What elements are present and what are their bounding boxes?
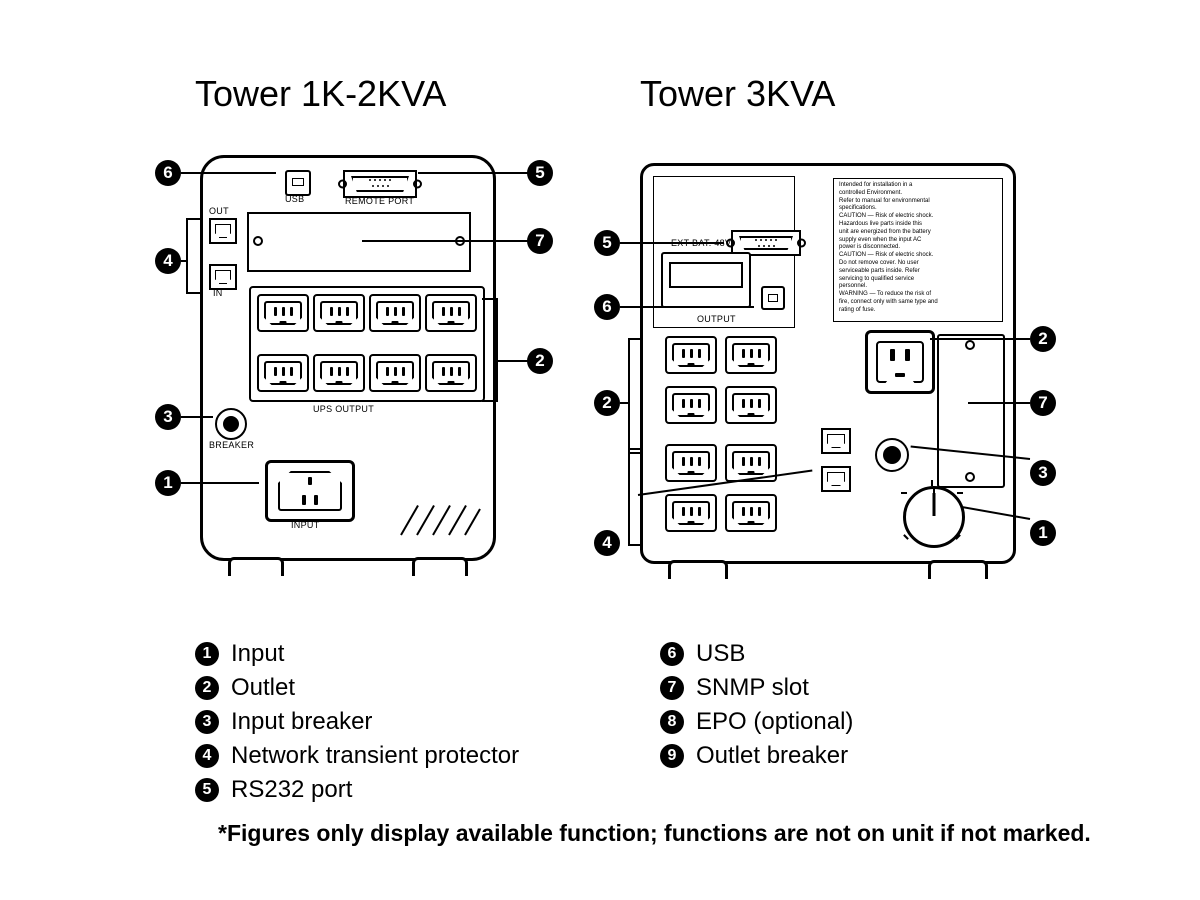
- left-snmp-slot: [247, 212, 471, 272]
- left-usb-label: USB: [285, 194, 304, 204]
- right-outlet-1: [665, 336, 717, 374]
- legend-bullet: 2: [195, 676, 219, 700]
- left-outlet-6: [313, 354, 365, 392]
- legend-text: Outlet: [231, 674, 519, 702]
- legend-text: EPO (optional): [696, 708, 853, 736]
- legend-text: USB: [696, 640, 853, 668]
- page: Tower 1K-2KVA Tower 3KVA USB REMOTE PORT…: [0, 0, 1200, 900]
- right-rj-2: [821, 466, 851, 492]
- left-remote-label: REMOTE PORT: [345, 196, 414, 206]
- legend-bullet: 6: [660, 642, 684, 666]
- right-usb-port: [761, 286, 785, 310]
- left-input-plug: [265, 460, 355, 522]
- right-call-6: 6: [594, 294, 620, 320]
- legend-bullet: 9: [660, 744, 684, 768]
- legend-bullet: 3: [195, 710, 219, 734]
- legend-bullet: 4: [195, 744, 219, 768]
- legend-bullet: 5: [195, 778, 219, 802]
- left-outlet-4: [425, 294, 477, 332]
- right-warning-text: Intended for installation in a controlle…: [839, 182, 997, 315]
- right-outlet-4: [725, 386, 777, 424]
- right-outlet-3: [665, 386, 717, 424]
- right-outlet-8: [725, 494, 777, 532]
- left-foot-l: [228, 557, 284, 576]
- legend-right: 6 USB 7 SNMP slot 8 EPO (optional) 9 Outlet …: [660, 640, 853, 770]
- left-call-1: 1: [155, 470, 181, 496]
- legend-bullet: 7: [660, 676, 684, 700]
- left-outlet-1: [257, 294, 309, 332]
- left-call-6: 6: [155, 160, 181, 186]
- right-call-2l: 2: [594, 390, 620, 416]
- left-call-3: 3: [155, 404, 181, 430]
- left-foot-r: [412, 557, 468, 576]
- left-out-label: OUT: [209, 206, 229, 216]
- right-rj-1: [821, 428, 851, 454]
- legend-text: RS232 port: [231, 776, 519, 804]
- right-outlet-2: [725, 336, 777, 374]
- legend-text: Input breaker: [231, 708, 519, 736]
- left-outlet-7: [369, 354, 421, 392]
- left-call-2: 2: [527, 348, 553, 374]
- right-call-5: 5: [594, 230, 620, 256]
- right-unit-chassis: Intended for installation in a controlle…: [640, 163, 1016, 564]
- left-rj-out: [209, 218, 237, 244]
- title-left: Tower 1K-2KVA: [195, 73, 446, 115]
- left-unit-chassis: USB REMOTE PORT OUT IN BREA: [200, 155, 496, 561]
- right-output-label: OUTPUT: [697, 314, 736, 324]
- left-call-4: 4: [155, 248, 181, 274]
- legend-text: SNMP slot: [696, 674, 853, 702]
- right-foot-r: [928, 560, 988, 579]
- left-usb-port: [285, 170, 311, 196]
- right-call-7: 7: [1030, 390, 1056, 416]
- left-outlet-5: [257, 354, 309, 392]
- right-call-2r: 2: [1030, 326, 1056, 352]
- legend-text: Network transient protector: [231, 742, 519, 770]
- left-call-5: 5: [527, 160, 553, 186]
- legend-text: Input: [231, 640, 519, 668]
- left-in-label: IN: [213, 288, 223, 298]
- title-right: Tower 3KVA: [640, 73, 835, 115]
- left-rs232-port: [343, 170, 417, 198]
- right-c19-outlet: [865, 330, 935, 394]
- legend-bullet: 1: [195, 642, 219, 666]
- left-ups-output-label: UPS OUTPUT: [313, 404, 374, 414]
- right-call-1: 1: [1030, 520, 1056, 546]
- left-outlet-8: [425, 354, 477, 392]
- footnote: *Figures only display available function…: [218, 820, 1091, 847]
- right-outlet-7: [665, 494, 717, 532]
- right-call-4: 4: [594, 530, 620, 556]
- legend-bullet: 8: [660, 710, 684, 734]
- left-rj-in: [209, 264, 237, 290]
- left-input-label: INPUT: [291, 520, 320, 530]
- right-call-3: 3: [1030, 460, 1056, 486]
- left-breaker-label: BREAKER: [209, 440, 254, 450]
- legend-left: 1 Input 2 Outlet 3 Input breaker 4 Network t…: [195, 640, 519, 804]
- legend-text: Outlet breaker: [696, 742, 853, 770]
- right-foot-l: [668, 560, 728, 579]
- left-call-7: 7: [527, 228, 553, 254]
- left-outlet-2: [313, 294, 365, 332]
- left-outlet-3: [369, 294, 421, 332]
- right-outlet-5: [665, 444, 717, 482]
- right-snmp-slot: [937, 334, 1005, 488]
